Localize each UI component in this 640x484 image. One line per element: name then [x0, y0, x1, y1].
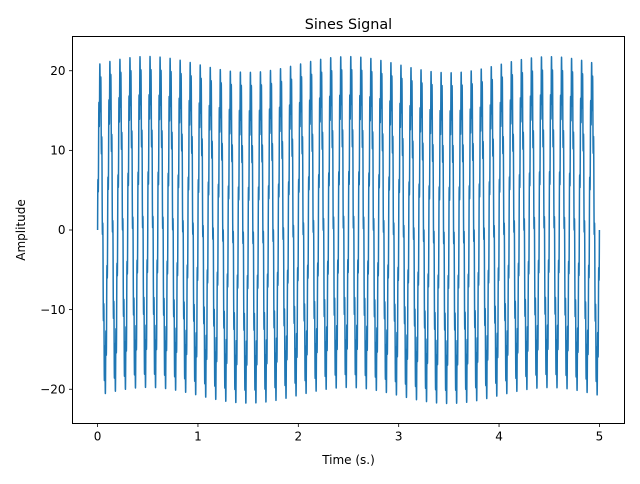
series-line-0 [96, 55, 601, 405]
y-tick-label: −10 [40, 303, 65, 317]
y-tick-label: 10 [50, 144, 65, 158]
y-axis-label: Amplitude [14, 199, 28, 261]
x-tick-label: 3 [395, 430, 403, 444]
y-tick-label: 0 [58, 223, 66, 237]
x-tick-label: 2 [294, 430, 302, 444]
plot-area [96, 55, 601, 405]
y-tick-label: −20 [40, 382, 65, 396]
axes-frame [72, 36, 625, 424]
x-axis: 0 1 2 3 4 5 [94, 423, 604, 444]
x-tick-label: 1 [194, 430, 202, 444]
chart-title: Sines Signal [305, 17, 392, 33]
y-tick-label: 20 [50, 64, 65, 78]
x-tick-label: 4 [495, 430, 503, 444]
y-axis: −20 −10 0 10 20 [40, 64, 73, 396]
x-tick-label: 5 [596, 430, 604, 444]
x-tick-label: 0 [94, 430, 102, 444]
x-axis-label: Time (s.) [321, 453, 375, 467]
